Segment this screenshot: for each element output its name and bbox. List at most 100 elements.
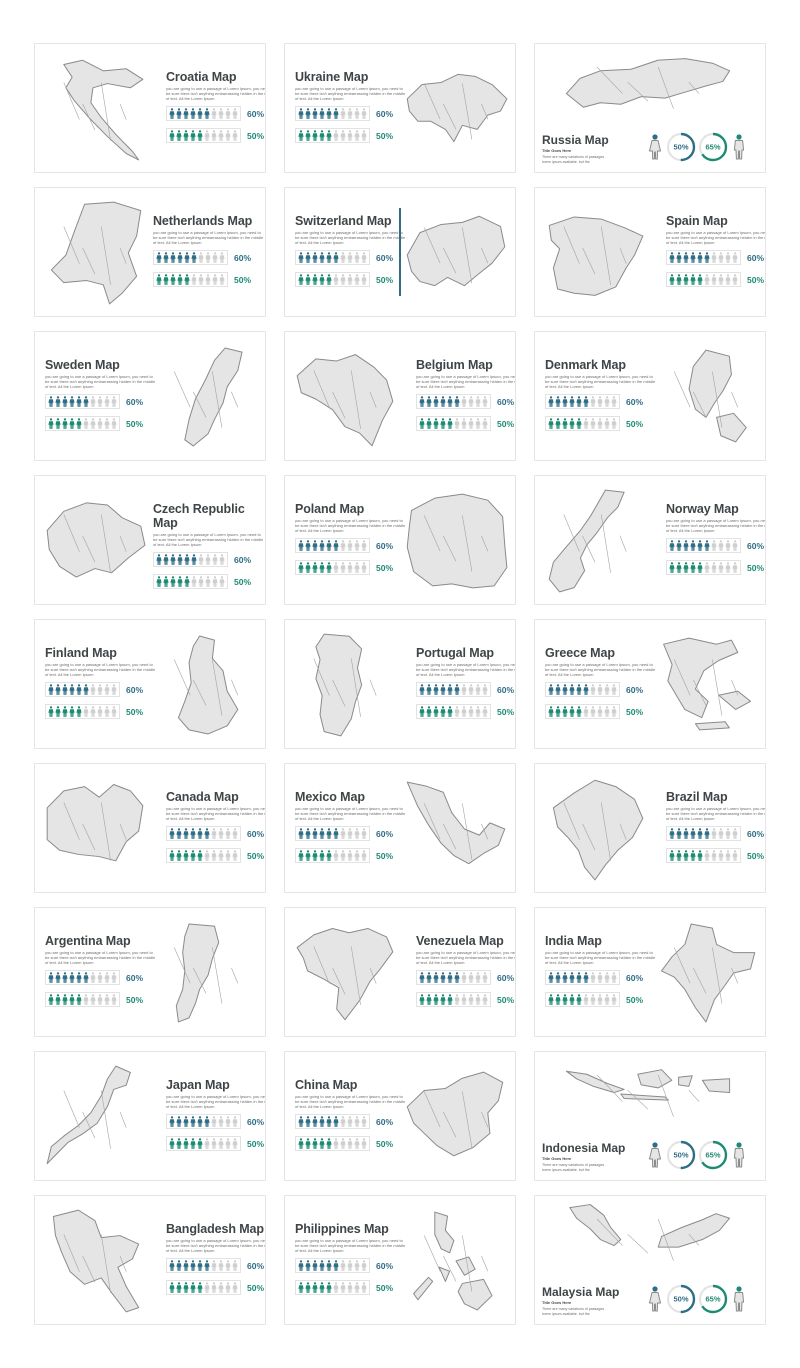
stat_a-percentage: 60% (626, 396, 644, 407)
slide-card-argentina[interactable]: Argentina Map you are going to use a pass… (34, 907, 266, 1037)
person-icon (111, 684, 117, 696)
card-text-block: Belgium Map you are going to use a passag… (416, 358, 515, 432)
person-icon (333, 1282, 339, 1294)
card-text-block: Netherlands Map you are going to use a pa… (153, 214, 265, 288)
person-icon (419, 396, 425, 408)
person-icon (97, 396, 103, 408)
person-icon (604, 994, 610, 1006)
slide-card-denmark[interactable]: Denmark Map you are going to use a passag… (534, 331, 766, 461)
slide-card-indonesia[interactable]: Indonesia Map Title Goes Here There are ma… (534, 1051, 766, 1181)
china-map-graphic (403, 1066, 509, 1168)
person-icon (354, 562, 360, 574)
person-icon (419, 972, 425, 984)
stat_b-people-bar: 50% (666, 848, 765, 864)
person-icon (205, 252, 211, 264)
slide-card-norway[interactable]: Norway Map you are going to use a passage… (534, 475, 766, 605)
person-icon (725, 828, 731, 840)
slide-card-bangladesh[interactable]: Bangladesh Map you are going to use a pas… (34, 1195, 266, 1325)
slide-card-japan[interactable]: Japan Map you are going to use a passage … (34, 1051, 266, 1181)
stat_a-percentage: 60% (747, 540, 765, 551)
person-icon (218, 130, 224, 142)
stat_b-percentage: 50% (497, 706, 515, 717)
slide-card-philippines[interactable]: Philippines Map you are going to use a pa… (284, 1195, 516, 1325)
slide-card-netherlands[interactable]: Netherlands Map you are going to use a pa… (34, 187, 266, 317)
stat_a-people-bar: 60% (45, 682, 157, 698)
person-icon (683, 540, 689, 552)
slide-card-china[interactable]: China Map you are going to use a passage … (284, 1051, 516, 1181)
slide-card-spain[interactable]: Spain Map you are going to use a passage … (534, 187, 766, 317)
person-icon (461, 684, 467, 696)
stat_a-percentage: 60% (234, 554, 252, 565)
person-icon (361, 562, 367, 574)
person-icon (718, 562, 724, 574)
person-icon (354, 1138, 360, 1150)
person-icon (225, 1260, 231, 1272)
female-figure-icon (649, 1286, 661, 1312)
person-icon (468, 706, 474, 718)
slide-card-brazil[interactable]: Brazil Map you are going to use a passage… (534, 763, 766, 893)
person-icon (347, 1138, 353, 1150)
person-icon (340, 1282, 346, 1294)
slide-card-greece[interactable]: Greece Map you are going to use a passage… (534, 619, 766, 749)
person-icon (340, 108, 346, 120)
person-icon (232, 1116, 238, 1128)
card-description: you are going to use a passage of Lorem … (153, 532, 264, 548)
slide-card-portugal[interactable]: Portugal Map you are going to use a passa… (284, 619, 516, 749)
person-icon (461, 972, 467, 984)
people-icons (416, 394, 491, 410)
slide-card-mexico[interactable]: Mexico Map you are going to use a passage… (284, 763, 516, 893)
stat_b-percentage: 50% (234, 576, 252, 587)
stat_a-percentage: 60% (376, 1116, 394, 1127)
slide-card-russia[interactable]: Russia Map Title Goes Here There are many … (534, 43, 766, 173)
people-icons (666, 560, 741, 576)
slide-card-switzerland[interactable]: Switzerland Map you are going to use a pa… (284, 187, 516, 317)
slide-card-poland[interactable]: Poland Map you are going to use a passage… (284, 475, 516, 605)
card-title: Bangladesh Map (166, 1222, 264, 1236)
person-icon (298, 1138, 304, 1150)
slide-card-malaysia[interactable]: Malaysia Map Title Goes Here There are man… (534, 1195, 766, 1325)
people-icons (295, 1114, 370, 1130)
person-icon (232, 130, 238, 142)
slide-card-finland[interactable]: Finland Map you are going to use a passag… (34, 619, 266, 749)
venezuela-map-graphic (293, 920, 397, 1026)
person-icon (205, 554, 211, 566)
person-icon (177, 554, 183, 566)
person-icon (482, 418, 488, 430)
person-icon (211, 850, 217, 862)
slide-card-ukraine[interactable]: Ukraine Map you are going to use a passag… (284, 43, 516, 173)
person-icon (333, 1260, 339, 1272)
card-title: Sweden Map (45, 358, 120, 372)
person-icon (312, 1282, 318, 1294)
netherlands-map-graphic (43, 200, 147, 306)
person-icon (326, 562, 332, 574)
card-text-block: Finland Map you are going to use a passag… (45, 646, 157, 720)
slide-card-venezuela[interactable]: Venezuela Map you are going to use a pass… (284, 907, 516, 1037)
person-icon (669, 540, 675, 552)
slide-card-canada[interactable]: Canada Map you are going to use a passage… (34, 763, 266, 893)
person-icon (326, 828, 332, 840)
slide-card-croatia[interactable]: Croatia Map you are going to use a passag… (34, 43, 266, 173)
person-icon (176, 850, 182, 862)
person-icon (569, 396, 575, 408)
person-icon (69, 684, 75, 696)
slide-card-india[interactable]: India Map you are going to use a passage … (534, 907, 766, 1037)
person-icon (90, 972, 96, 984)
person-icon (176, 130, 182, 142)
slide-card-belgium[interactable]: Belgium Map you are going to use a passag… (284, 331, 516, 461)
person-icon (426, 994, 432, 1006)
card-text-block: Venezuela Map you are going to use a pass… (416, 934, 515, 1008)
person-icon (298, 130, 304, 142)
slide-card-czech[interactable]: Czech Republic Map you are going to use a… (34, 475, 266, 605)
person-icon (340, 274, 346, 286)
card-description: you are going to use a passage of Lorem … (166, 1238, 266, 1254)
card-description: you are going to use a passage of Lorem … (45, 374, 156, 390)
card-title: India Map (545, 934, 602, 948)
card-description: you are going to use a passage of Lorem … (295, 1238, 406, 1254)
person-icon (454, 396, 460, 408)
person-icon (232, 828, 238, 840)
person-icon (711, 274, 717, 286)
stat_b-percentage: 50% (497, 418, 515, 429)
slide-card-sweden[interactable]: Sweden Map you are going to use a passage… (34, 331, 266, 461)
person-icon (211, 130, 217, 142)
stat_b-people-bar: 50% (295, 1136, 407, 1152)
